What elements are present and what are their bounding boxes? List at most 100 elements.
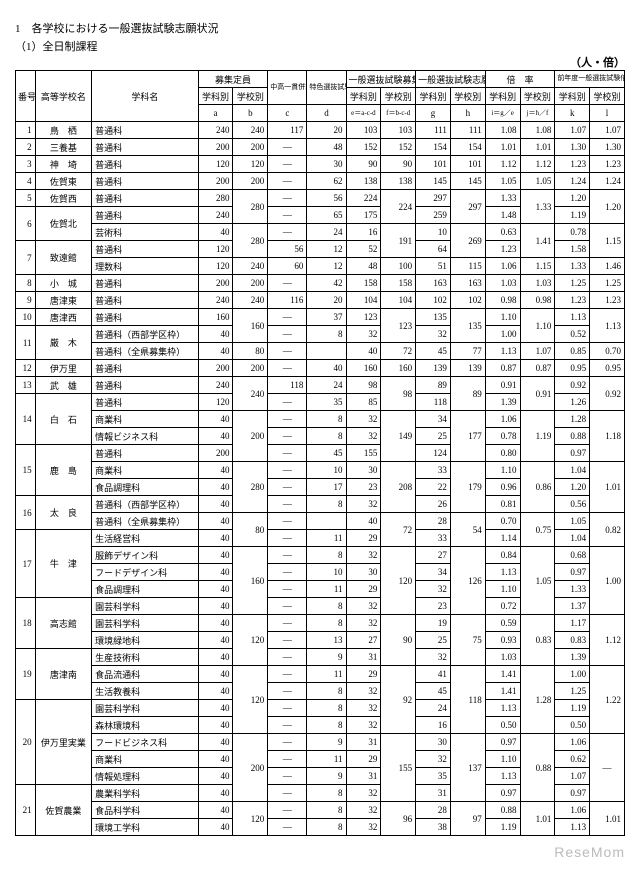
cell-k: 1.58 (555, 241, 590, 258)
cell-g: 28 (416, 802, 451, 819)
cell-a: 40 (198, 411, 233, 428)
cell-c: ― (268, 785, 307, 802)
cell-j: 1.41 (520, 224, 555, 258)
cell-dept: 普通科（全県募集枠） (92, 513, 199, 530)
cell-d: 24 (307, 377, 346, 394)
cell-e: 29 (346, 666, 381, 683)
cell-dept: 普通科 (92, 156, 199, 173)
cell-k: 1.33 (555, 581, 590, 598)
cell-d: 11 (307, 751, 346, 768)
h-boshu: 一般選抜試験募集人員 (346, 71, 416, 88)
cell-c: ― (268, 326, 307, 343)
cell-dept: 普通科 (92, 122, 199, 139)
cell-a: 200 (198, 173, 233, 190)
cell-j: 1.12 (520, 156, 555, 173)
cell-d: 8 (307, 615, 346, 632)
cell-i: 0.88 (485, 802, 520, 819)
cell-c: ― (268, 802, 307, 819)
cell-g: 19 (416, 615, 451, 632)
cell-k: 0.52 (555, 326, 590, 343)
cell-b: 280 (233, 224, 268, 258)
cell-f: 138 (381, 173, 416, 190)
h-k: k (555, 105, 590, 122)
cell-i: 1.10 (485, 462, 520, 479)
cell-dept: 商業科 (92, 751, 199, 768)
cell-e: 30 (346, 564, 381, 581)
cell-e: 52 (346, 241, 381, 258)
cell-c: ― (268, 190, 307, 207)
cell-g: 10 (416, 224, 451, 241)
cell-k: 0.97 (555, 785, 590, 802)
cell-a: 240 (198, 292, 233, 309)
h-dept: 学科名 (92, 71, 199, 122)
cell-c: ― (268, 598, 307, 615)
cell-i: 1.08 (485, 122, 520, 139)
cell-a: 40 (198, 224, 233, 241)
cell-d (307, 343, 346, 360)
cell-j: 1.28 (520, 666, 555, 734)
cell-a: 40 (198, 666, 233, 683)
cell-l: 1.23 (590, 292, 625, 309)
cell-a: 40 (198, 649, 233, 666)
cell-c: ― (268, 445, 307, 462)
cell-dept: 普通科（全県募集枠） (92, 343, 199, 360)
cell-no: 15 (16, 445, 36, 496)
cell-e: 224 (346, 190, 381, 207)
table-row: フードビジネス科40200―931155301370.970.881.06― (16, 734, 625, 751)
h-gakka: 学科別 (555, 88, 590, 105)
cell-l: 1.23 (590, 156, 625, 173)
cell-dept: 生産技術科 (92, 649, 199, 666)
cell-a: 120 (198, 394, 233, 411)
cell-h: 115 (450, 258, 485, 275)
cell-b: 240 (233, 122, 268, 139)
cell-dept: 普通科 (92, 241, 199, 258)
h-gakko: 学校別 (520, 88, 555, 105)
cell-d: 48 (307, 139, 346, 156)
cell-a: 40 (198, 717, 233, 734)
cell-l: 1.01 (590, 802, 625, 836)
cell-f: 100 (381, 258, 416, 275)
cell-d: 8 (307, 411, 346, 428)
cell-i: 0.97 (485, 734, 520, 751)
cell-i: 0.91 (485, 377, 520, 394)
table-row: 2三養基普通科200200―481521521541541.011.011.30… (16, 139, 625, 156)
cell-l: 1.30 (590, 139, 625, 156)
cell-e: 40 (346, 343, 381, 360)
cell-e: 29 (346, 751, 381, 768)
cell-h: 75 (450, 615, 485, 666)
cell-l: 1.01 (590, 462, 625, 513)
cell-dept: 環境工学科 (92, 819, 199, 836)
cell-h: 137 (450, 734, 485, 802)
cell-b: 120 (233, 666, 268, 734)
cell-l: 1.15 (590, 224, 625, 258)
h-h: h (450, 105, 485, 122)
cell-b: 240 (233, 377, 268, 411)
cell-e: 175 (346, 207, 381, 224)
cell-no: 19 (16, 649, 36, 700)
cell-g: 35 (416, 768, 451, 785)
table-row: 芸術科40280―2416191102690.631.410.781.15 (16, 224, 625, 241)
cell-l: 1.20 (590, 190, 625, 224)
cell-c: 60 (268, 258, 307, 275)
cell-a: 40 (198, 581, 233, 598)
cell-d: 9 (307, 768, 346, 785)
cell-d (307, 513, 346, 530)
cell-k: 0.95 (555, 360, 590, 377)
cell-k: 1.20 (555, 190, 590, 207)
cell-dept: 森林環境科 (92, 717, 199, 734)
cell-dept: 普通科（西部学区枠） (92, 496, 199, 513)
cell-k: 1.20 (555, 479, 590, 496)
cell-i: 1.10 (485, 309, 520, 326)
cell-g: 101 (416, 156, 451, 173)
table-row: 1鳥 栖普通科240240117201031031111111.081.081.… (16, 122, 625, 139)
cell-c: ― (268, 666, 307, 683)
cell-f: 104 (381, 292, 416, 309)
cell-k: 0.97 (555, 445, 590, 462)
cell-school: 致遠館 (35, 241, 92, 275)
cell-e: 103 (346, 122, 381, 139)
cell-c: ― (268, 734, 307, 751)
cell-d: 12 (307, 241, 346, 258)
cell-e: 138 (346, 173, 381, 190)
cell-no: 4 (16, 173, 36, 190)
cell-d: 42 (307, 275, 346, 292)
